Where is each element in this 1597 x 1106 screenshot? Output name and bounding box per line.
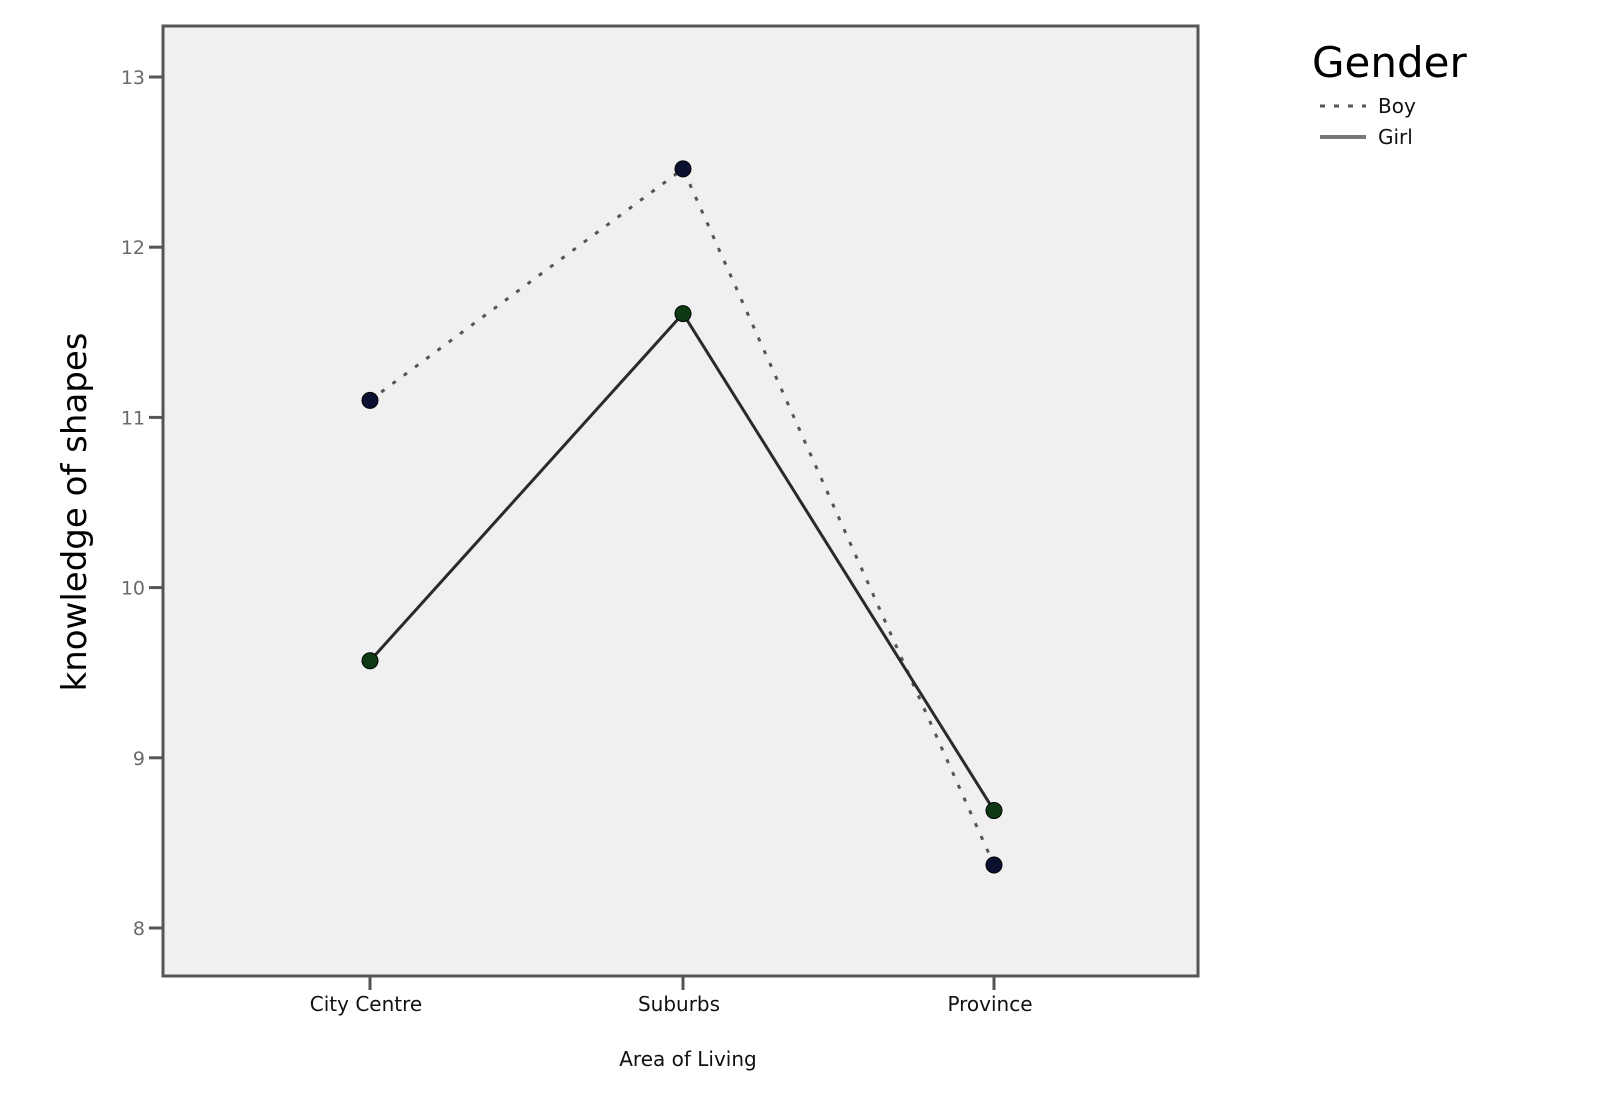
data-point-girl-0	[361, 652, 379, 670]
data-point-girl-2	[985, 802, 1003, 820]
data-point-boy-1	[674, 160, 692, 178]
y-axis: 8 9 10 11 12 13	[121, 67, 163, 940]
y-axis-title: knowledge of shapes	[55, 333, 95, 692]
series-layer	[361, 160, 1003, 874]
x-tick-label-province: Province	[947, 992, 1032, 1016]
x-tick-label-suburbs: Suburbs	[638, 992, 720, 1016]
series-line-boy	[369, 167, 996, 866]
y-tick-label-9: 9	[133, 748, 145, 770]
data-point-girl-1	[674, 305, 692, 323]
y-tick-label-11: 11	[121, 407, 145, 429]
data-point-boy-2	[985, 856, 1003, 874]
legend-label-girl: Girl	[1378, 125, 1413, 149]
legend-label-boy: Boy	[1378, 94, 1416, 118]
legend-title: Gender	[1312, 38, 1468, 87]
y-tick-label-12: 12	[121, 237, 145, 259]
plot-area	[161, 24, 1200, 978]
y-tick-label-10: 10	[121, 578, 145, 600]
y-tick-label-13: 13	[121, 67, 145, 89]
legend: Gender Boy Girl	[1312, 38, 1468, 149]
x-axis: City Centre Suburbs Province	[310, 976, 1033, 1016]
x-axis-title: Area of Living	[619, 1047, 756, 1071]
data-point-boy-0	[361, 391, 379, 409]
x-tick-label-city-centre: City Centre	[310, 992, 422, 1016]
y-tick-label-8: 8	[133, 918, 145, 940]
